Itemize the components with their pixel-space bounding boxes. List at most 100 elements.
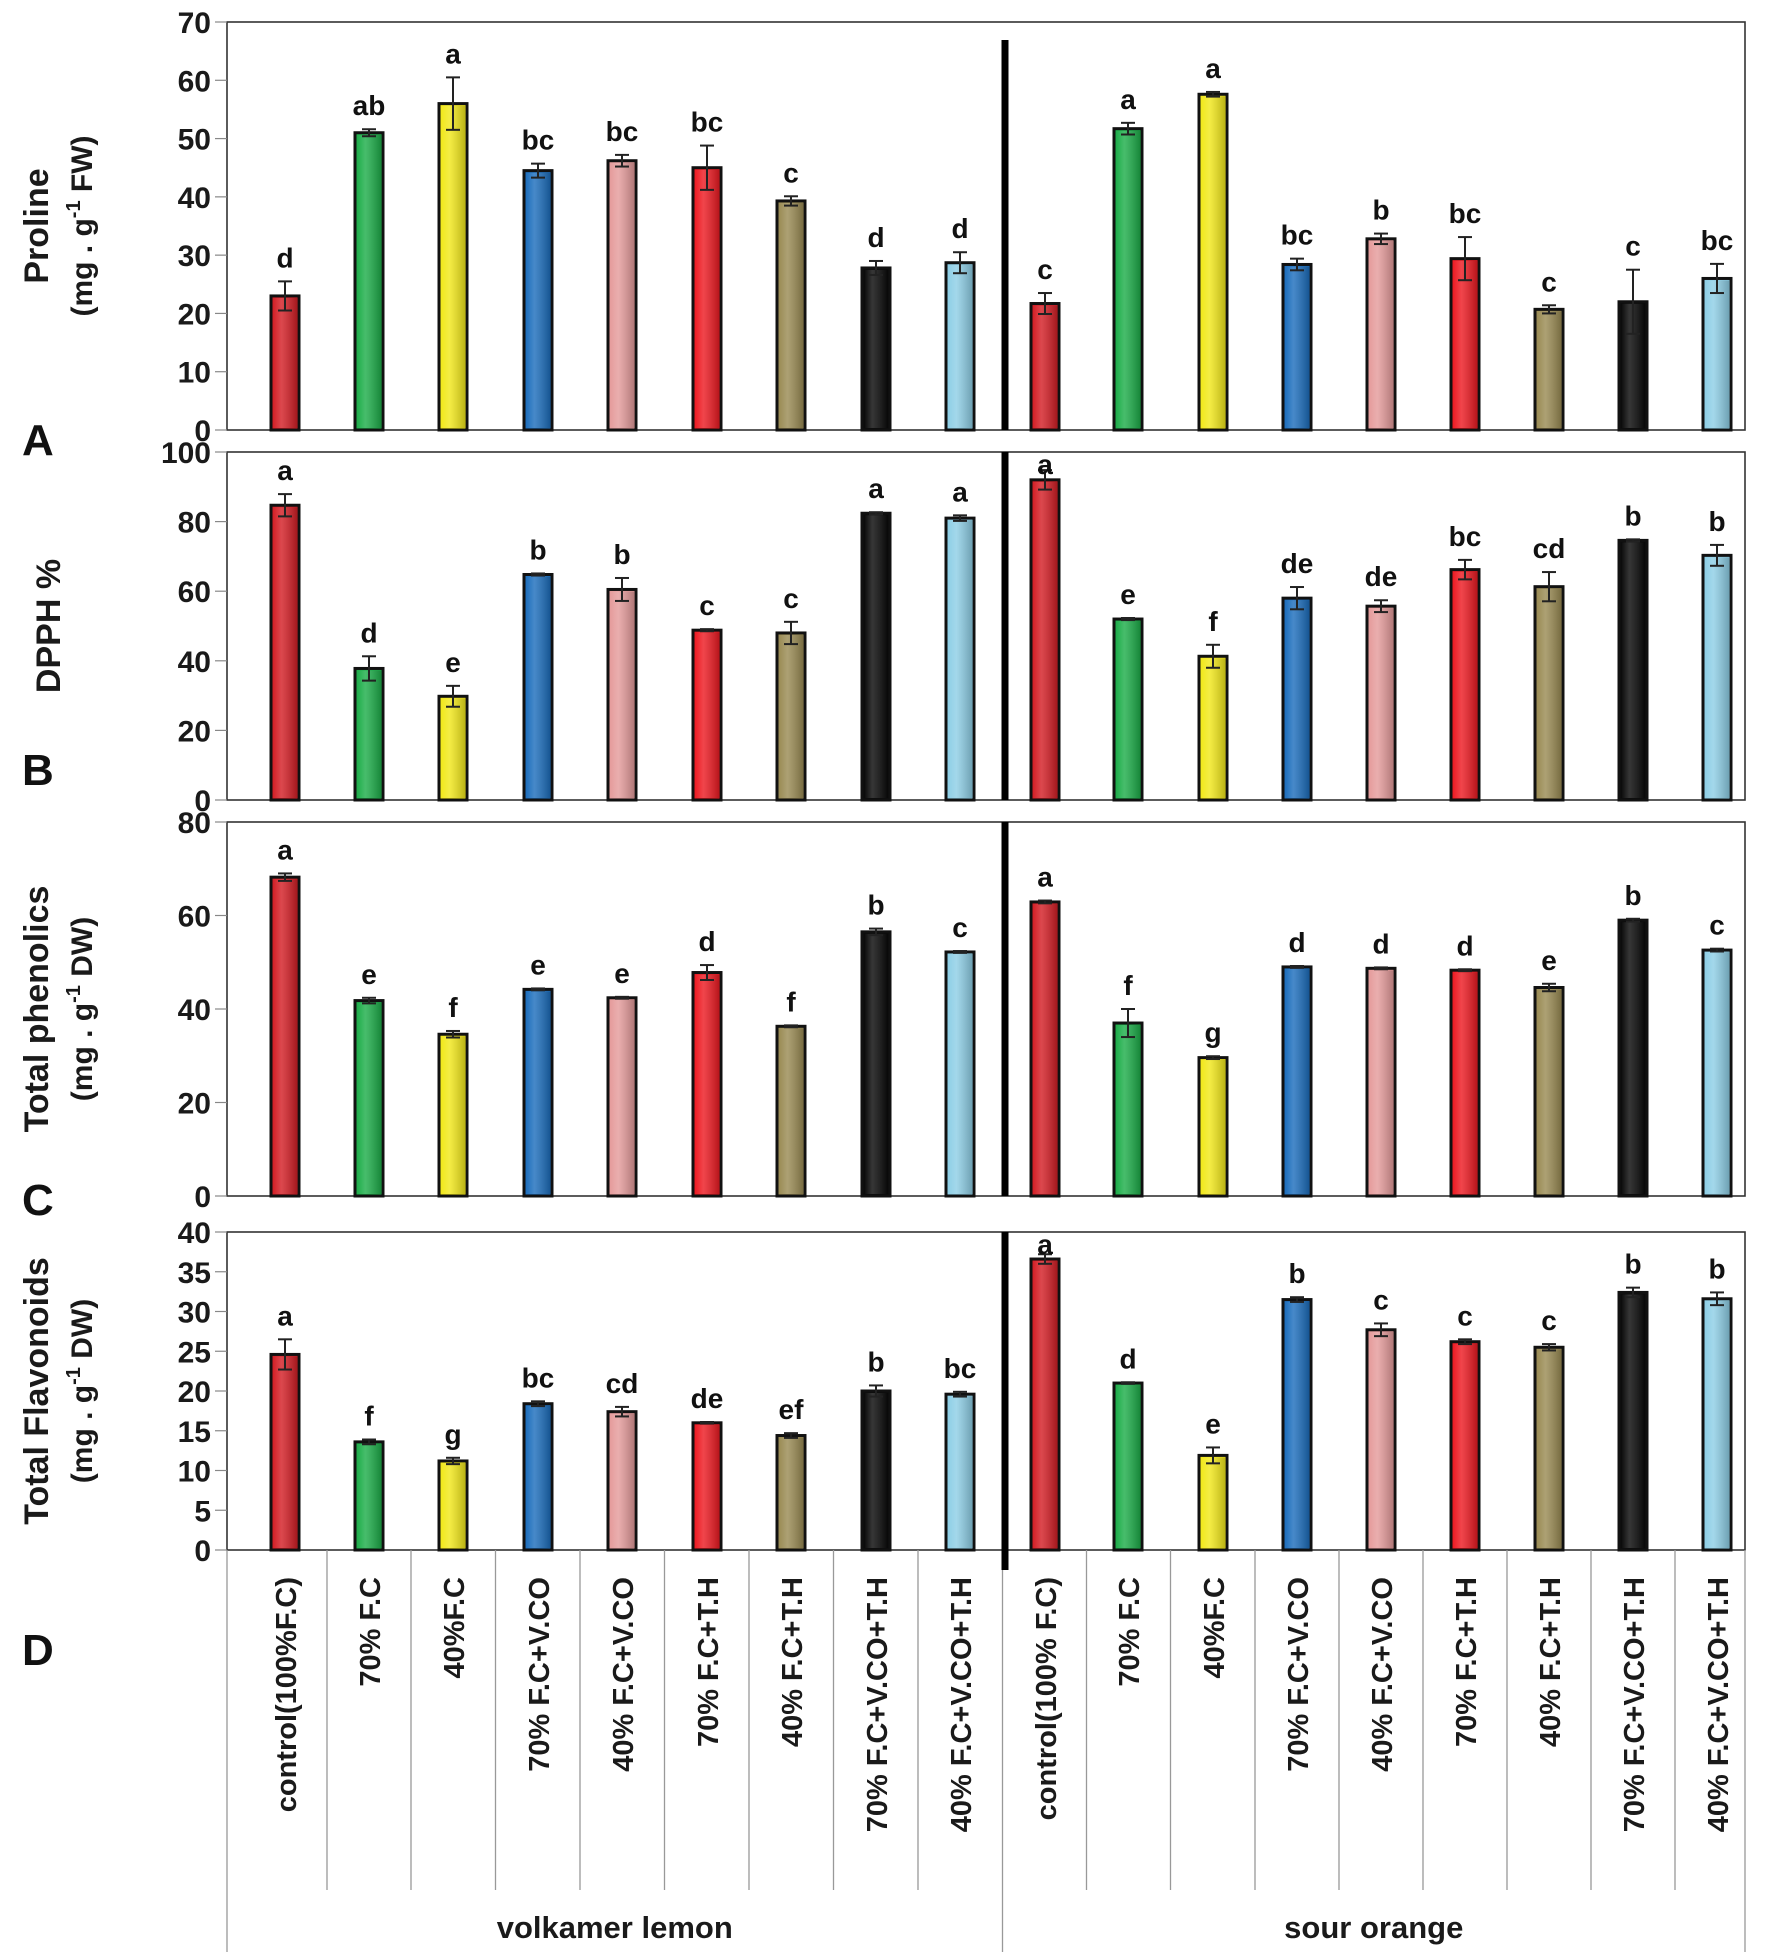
significance-letter: d <box>951 213 968 244</box>
category-label: 70% F.C <box>1114 1577 1146 1687</box>
bar-shading <box>779 1028 803 1194</box>
y-axis-units: (mg . g-1 DW) <box>63 1299 99 1483</box>
significance-letter: a <box>1120 84 1136 115</box>
significance-letter: e <box>1541 945 1557 976</box>
significance-letter: c <box>1373 1284 1389 1315</box>
bar-shading <box>948 520 972 798</box>
bar-shading <box>1369 970 1393 1194</box>
bar-shading <box>1285 968 1309 1194</box>
y-tick-label: 0 <box>194 1535 211 1568</box>
significance-letter: b <box>1288 1258 1305 1289</box>
significance-letter: b <box>1708 1253 1725 1284</box>
bar-shading <box>1621 922 1645 1194</box>
significance-letter: c <box>1541 1305 1557 1336</box>
category-label: 70% F.C+V.CO+T.H <box>1619 1577 1651 1832</box>
category-label: 40% F.C+T.H <box>1535 1577 1567 1747</box>
y-tick-label: 40 <box>178 1217 211 1250</box>
bar-shading <box>526 172 550 428</box>
y-tick-label: 5 <box>194 1495 211 1528</box>
significance-letter: f <box>1123 970 1133 1001</box>
significance-letter: g <box>444 1419 461 1450</box>
y-tick-label: 60 <box>178 65 211 98</box>
bar-shading <box>1453 571 1477 798</box>
y-tick-label: 0 <box>194 785 211 818</box>
significance-letter: bc <box>691 107 724 138</box>
y-tick-label: 10 <box>178 357 211 390</box>
bar-shading <box>610 999 634 1194</box>
category-label: control(100% F.C) <box>1031 1577 1063 1820</box>
y-tick-label: 70 <box>178 7 211 40</box>
y-tick-label: 50 <box>178 124 211 157</box>
significance-letter: d <box>698 926 715 957</box>
panel-d: 0 5 10 15 20 25 30 35 40 Total Flavonoids (mg . g-… <box>18 1217 1746 1675</box>
bar-shading <box>526 576 550 798</box>
significance-letter: a <box>445 38 461 69</box>
bar-shading <box>610 162 634 428</box>
significance-letter: a <box>1037 862 1053 893</box>
significance-letter: c <box>783 583 799 614</box>
bar-shading <box>1705 557 1729 798</box>
significance-letter: a <box>1205 53 1221 84</box>
significance-letter: c <box>1625 231 1641 262</box>
significance-letter: d <box>276 242 293 273</box>
significance-letter: b <box>613 539 630 570</box>
panel-c: 0 20 40 60 80 Total phenolics (mg . g-1 DW) Ca e… <box>18 807 1746 1225</box>
bar-shading <box>357 1443 381 1548</box>
bar-shading <box>695 169 719 428</box>
significance-letter: f <box>364 1400 374 1431</box>
bar-shading <box>1537 1349 1561 1548</box>
plot-frame <box>226 451 1746 801</box>
bar-shading <box>441 698 465 798</box>
bar-shading <box>779 202 803 428</box>
significance-letter: bc <box>1449 198 1482 229</box>
significance-letter: ab <box>353 90 386 121</box>
y-axis-units: (mg . g-1 FW) <box>63 135 99 316</box>
significance-letter: e <box>1120 579 1136 610</box>
y-tick-label: 20 <box>178 1376 211 1409</box>
bar-shading <box>357 1002 381 1194</box>
bar-shading <box>1201 1457 1225 1548</box>
significance-letter: d <box>1119 1343 1136 1374</box>
bar-shading <box>441 105 465 428</box>
category-label: 70% F.C+V.CO <box>1283 1577 1315 1772</box>
panel-letter: C <box>22 1176 54 1225</box>
y-axis-title: DPPH % <box>30 559 68 693</box>
significance-letter: b <box>1624 500 1641 531</box>
significance-letter: b <box>1708 506 1725 537</box>
significance-letter: c <box>783 157 799 188</box>
y-tick-label: 60 <box>178 901 211 934</box>
significance-letter: b <box>1624 880 1641 911</box>
significance-letter: de <box>1281 548 1314 579</box>
significance-letter: c <box>952 912 968 943</box>
bar-shading <box>779 1437 803 1548</box>
significance-letter: ef <box>779 1394 805 1425</box>
bar-shading <box>610 1413 634 1548</box>
significance-letter: d <box>360 617 377 648</box>
plot-frame <box>226 21 1746 431</box>
significance-letter: e <box>1205 1408 1221 1439</box>
significance-letter: b <box>1624 1249 1641 1280</box>
significance-letter: de <box>1365 561 1398 592</box>
bar-shading <box>779 634 803 798</box>
significance-letter: e <box>614 958 630 989</box>
group-label: sour orange <box>1284 1910 1463 1945</box>
significance-letter: g <box>1204 1017 1221 1048</box>
bar-shading <box>441 1462 465 1548</box>
significance-letter: a <box>277 455 293 486</box>
y-tick-label: 30 <box>178 1297 211 1330</box>
bar-shading <box>273 507 297 798</box>
bar-shading <box>1201 658 1225 798</box>
significance-letter: de <box>691 1383 724 1414</box>
y-tick-label: 60 <box>178 576 211 609</box>
significance-letter: bc <box>522 125 555 156</box>
y-tick-label: 25 <box>178 1336 211 1369</box>
significance-letter: bc <box>944 1353 977 1384</box>
bar-shading <box>948 264 972 428</box>
y-tick-label: 40 <box>178 646 211 679</box>
y-tick-label: 20 <box>178 298 211 331</box>
panel-letter: B <box>22 746 54 795</box>
bar-shading <box>1453 1343 1477 1548</box>
y-tick-label: 20 <box>178 1088 211 1121</box>
y-tick-label: 0 <box>194 1181 211 1214</box>
